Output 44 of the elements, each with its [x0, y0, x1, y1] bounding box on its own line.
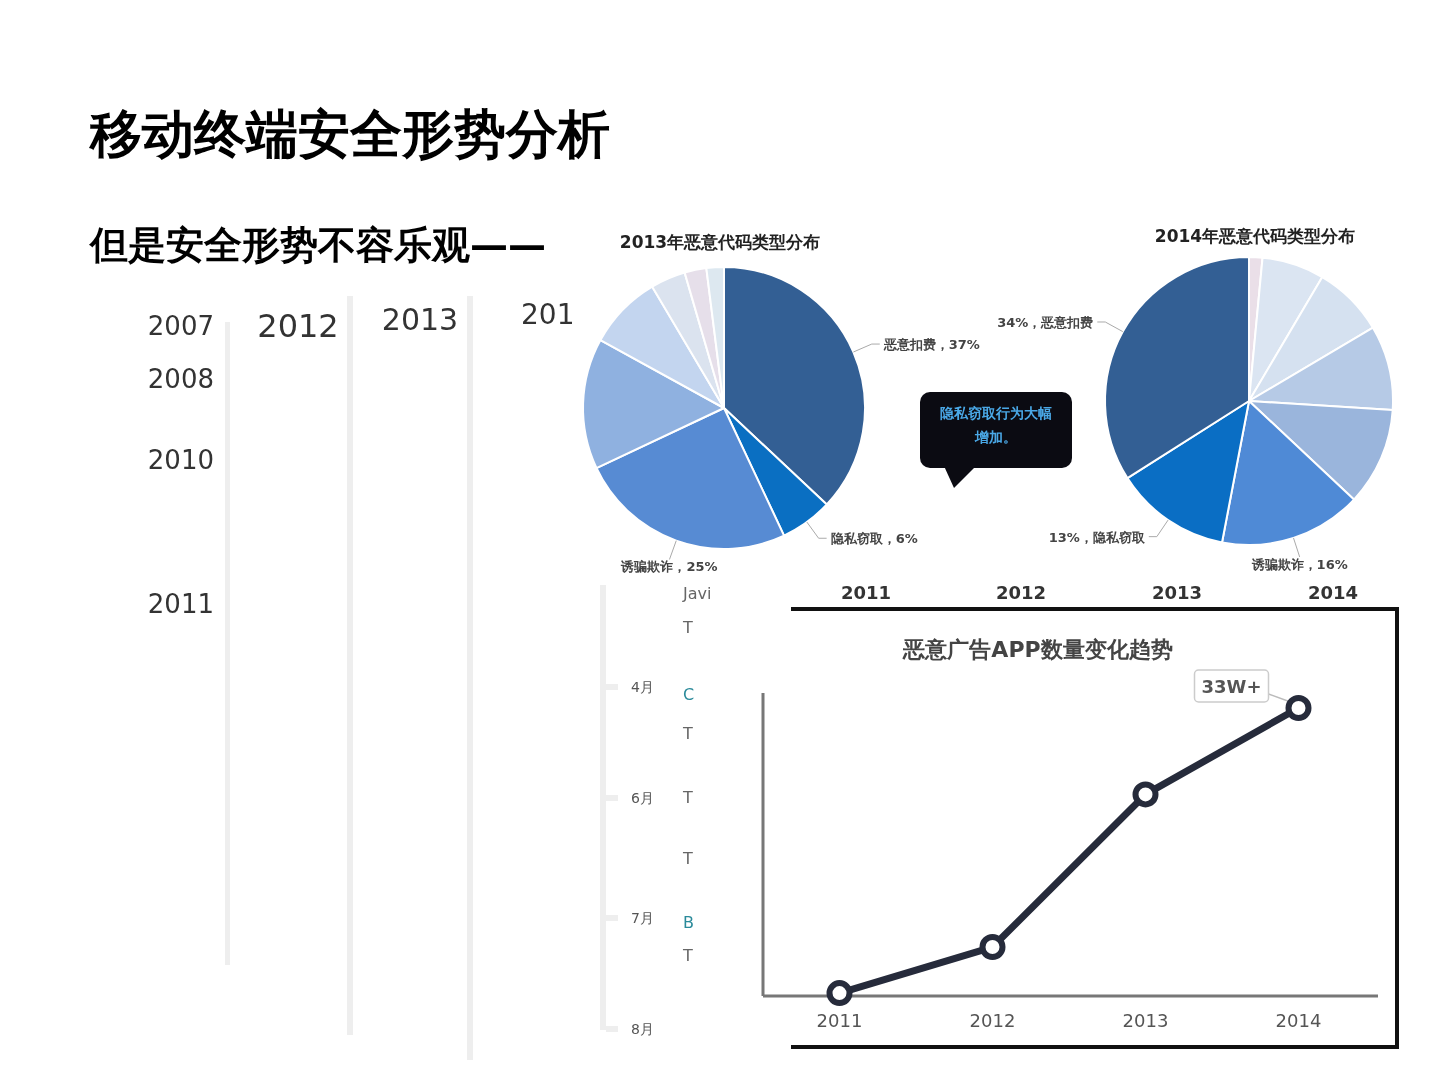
text: T	[682, 849, 693, 868]
x-tick-label: 2014	[1275, 1010, 1322, 1031]
text: 移动终端安全形势分析	[88, 104, 610, 164]
text: 2010	[147, 445, 214, 475]
slice-label: 恶意扣费，37%	[882, 337, 980, 353]
text: 2008	[147, 364, 214, 394]
x-tick-label: 2013	[1122, 1010, 1169, 1031]
x-tick-label: 2012	[969, 1010, 1016, 1031]
slice-label: 诱骗欺诈，25%	[620, 559, 718, 575]
text: 8月	[631, 1021, 654, 1037]
point	[979, 934, 1006, 961]
chart-title: 2013年恶意代码类型分布	[619, 232, 821, 252]
text: 4月	[631, 679, 654, 695]
text: T	[682, 946, 693, 965]
chart-title: 恶意广告APP数量变化趋势	[902, 637, 1173, 662]
text: T	[682, 618, 693, 637]
text: 2011	[840, 582, 892, 603]
text: 2007	[147, 311, 214, 341]
text: T	[682, 724, 693, 743]
text: 隐私窃取行为大幅增加。	[940, 405, 1052, 445]
chart-title: 2014年恶意代码类型分布	[1154, 226, 1356, 246]
text: C	[683, 685, 695, 704]
annotation: 33W+	[1201, 676, 1262, 697]
text: Javi	[682, 584, 712, 603]
text: 2014	[1307, 582, 1359, 603]
text: B	[683, 913, 694, 932]
slice-label: 隐私窃取，6%	[830, 531, 918, 547]
slice-label: 34%，恶意扣费	[997, 314, 1094, 330]
text: 2011	[147, 589, 214, 619]
point	[1132, 781, 1159, 808]
text: 201	[521, 298, 575, 331]
point	[826, 980, 853, 1007]
x-tick-label: 2011	[816, 1010, 863, 1031]
text: 7月	[631, 910, 654, 926]
text: 2013	[381, 302, 459, 337]
text: T	[682, 788, 693, 807]
point	[1285, 695, 1312, 721]
text: 2013	[1151, 582, 1203, 603]
slice-label: 诱骗欺诈，16%	[1250, 556, 1348, 572]
slice-label: 13%，隐私窃取	[1048, 529, 1146, 545]
text: 2012	[257, 307, 339, 345]
text: 但是安全形势不容乐观——	[88, 223, 546, 267]
text: 6月	[631, 790, 654, 806]
text: 2012	[995, 582, 1047, 603]
